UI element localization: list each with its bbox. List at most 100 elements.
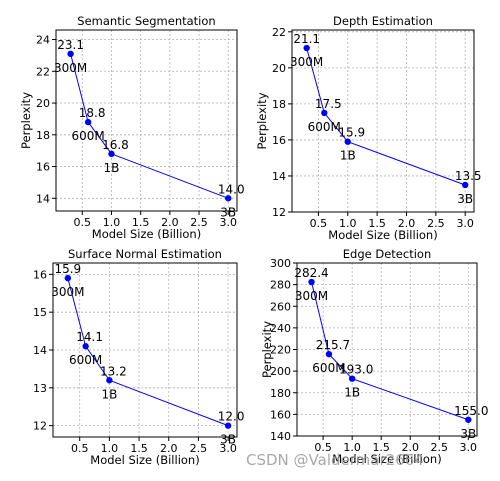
x-tick-label: 2.5 [190,216,208,229]
x-axis-label: Model Size (Billion) [328,228,437,242]
size-label: 1B [104,161,120,175]
value-label: 155.0 [454,404,488,418]
size-label: 600M [69,353,102,367]
data-point [225,195,232,202]
y-tick-label: 12 [272,206,286,219]
y-tick-label: 15 [33,306,47,319]
x-tick-label: 0.5 [74,216,92,229]
x-tick-label: 1.5 [372,441,390,454]
size-label: 300M [51,285,84,299]
y-tick-label: 16 [272,134,286,147]
y-tick-label: 200 [270,365,291,378]
size-label: 600M [71,129,104,143]
x-tick-label: 2.0 [161,216,179,229]
x-axis-label: Model Size (Billion) [90,453,199,467]
data-point [325,350,333,358]
value-label: 18.8 [79,106,106,120]
y-tick-label: 240 [270,322,291,335]
x-tick-label: 2.0 [160,442,178,455]
data-point [64,274,72,282]
y-tick-label: 22 [36,65,50,78]
y-tick-label: 260 [270,300,291,313]
y-tick-label: 160 [270,408,291,421]
y-axis-label: Perplexity [260,321,274,378]
x-tick-label: 2.0 [398,217,416,230]
y-tick-label: 300 [270,257,291,270]
data-point [67,50,74,58]
x-tick-label: 3.0 [219,442,237,455]
axes-frame [291,29,475,213]
data-point [224,422,232,429]
y-tick-label: 14 [36,192,50,205]
data-point [461,181,469,189]
chart-title: Depth Estimation [333,14,433,28]
x-tick-label: 2.5 [190,442,208,455]
y-tick-label: 140 [270,430,291,443]
size-label: 600M [312,361,345,375]
data-point [106,377,113,384]
x-tick-label: 2.0 [401,441,419,454]
y-tick-label: 16 [36,161,50,174]
y-tick-label: 14 [33,344,47,357]
value-label: 23.1 [57,38,84,52]
data-point [321,109,328,117]
value-label: 14.0 [218,182,245,196]
axes-frame [55,29,238,212]
chart-title: Edge Detection [343,247,431,261]
series-line [311,281,469,421]
size-label: 300M [54,61,87,75]
value-label: 13.2 [100,364,127,378]
x-tick-label: 1.5 [130,442,148,455]
size-label: 3B [457,192,473,206]
x-axis-label: Model Size (Billion) [92,227,201,241]
x-tick-label: 1.5 [132,216,150,229]
x-tick-label: 1.0 [103,216,121,229]
y-tick-label: 18 [272,98,286,111]
chart-title: Surface Normal Estimation [68,247,222,261]
size-label: 1B [101,387,117,401]
series-line [70,53,229,199]
size-label: 3B [460,427,476,441]
y-tick-label: 24 [36,34,50,47]
value-label: 21.1 [293,32,320,46]
value-label: 15.9 [338,126,365,140]
data-point [344,138,351,145]
size-label: 300M [290,55,323,69]
y-axis-label: Perplexity [19,92,33,149]
x-tick-label: 1.5 [368,217,386,230]
y-tick-label: 13 [33,382,47,395]
data-point [108,150,115,158]
y-tick-label: 280 [270,279,291,292]
chart-title: Semantic Segmentation [77,14,215,28]
x-tick-label: 1.0 [343,441,361,454]
x-tick-label: 3.0 [460,441,478,454]
series-line [306,47,466,186]
x-tick-label: 1.0 [101,442,119,455]
x-tick-label: 3.0 [219,216,237,229]
size-label: 1B [344,386,360,400]
value-label: 193.0 [339,363,373,377]
y-tick-label: 180 [270,387,291,400]
y-tick-label: 22 [272,26,286,39]
x-axis-label: Model Size (Billion) [332,452,441,466]
data-point [84,118,92,126]
value-label: 14.1 [76,330,103,344]
value-label: 12.0 [218,410,245,424]
series-line [67,278,229,427]
value-label: 215.7 [316,338,350,352]
y-tick-label: 14 [272,170,286,183]
y-tick-label: 18 [36,129,50,142]
x-tick-label: 0.5 [314,441,332,454]
size-label: 300M [295,289,328,303]
y-tick-label: 12 [33,420,47,433]
x-tick-label: 2.5 [427,217,445,230]
x-tick-label: 3.0 [456,217,474,230]
data-point [303,44,310,52]
data-point [82,343,89,350]
x-tick-label: 1.0 [339,217,357,230]
